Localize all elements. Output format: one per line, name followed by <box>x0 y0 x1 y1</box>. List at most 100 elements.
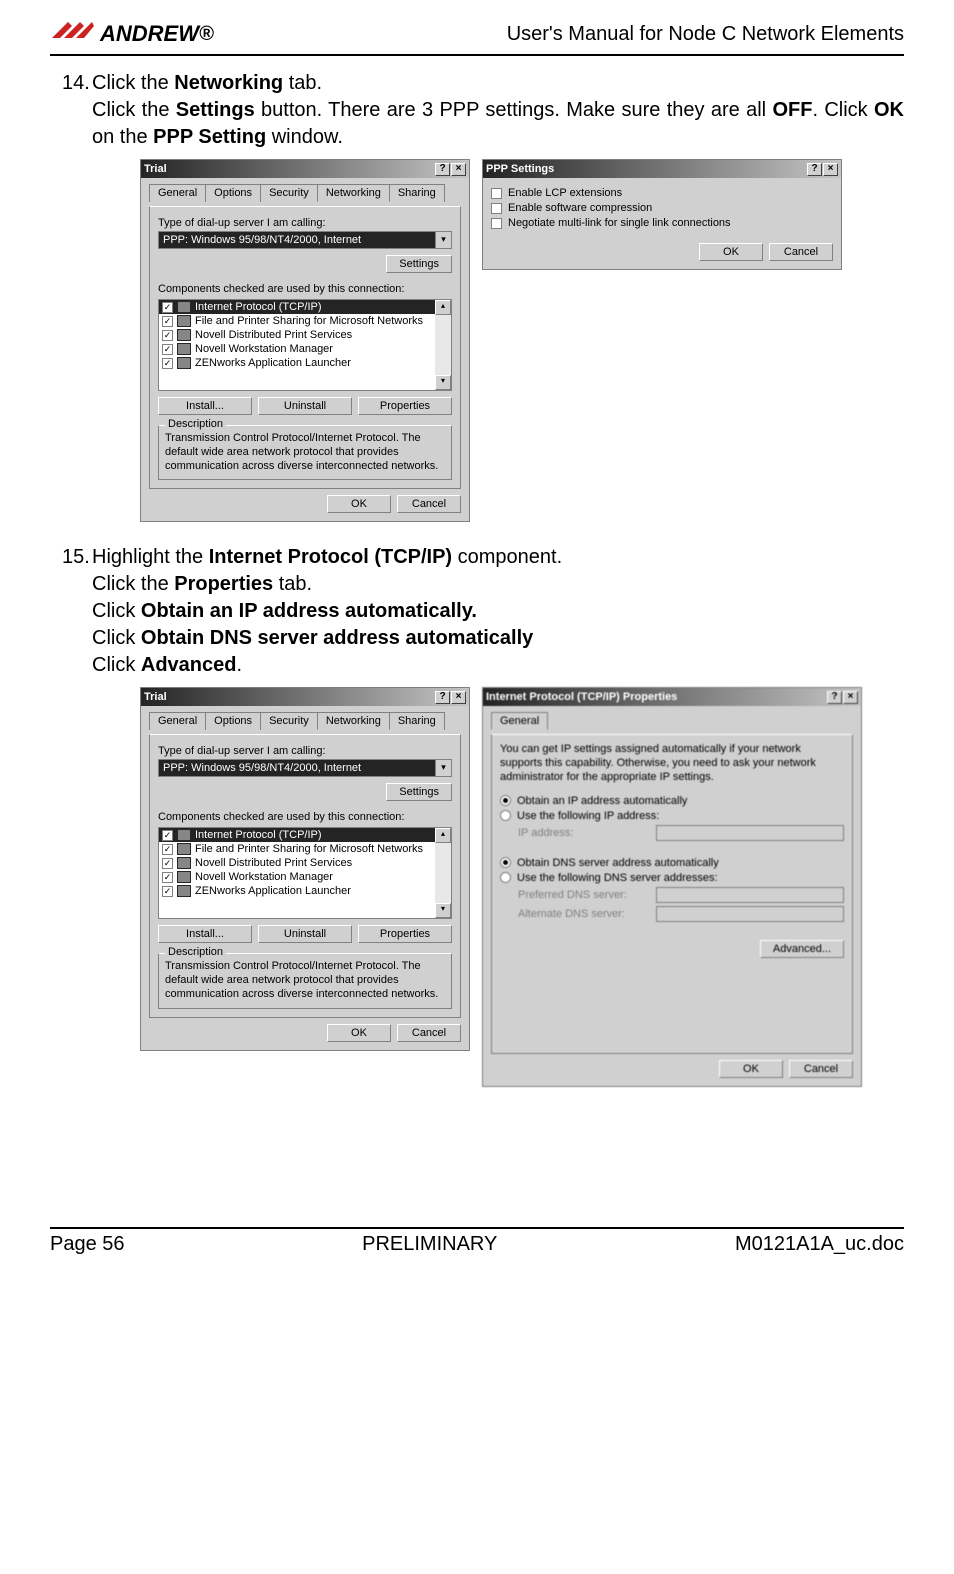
radio-row[interactable]: Use the following DNS server addresses: <box>500 872 844 884</box>
radio-row[interactable]: Obtain DNS server address automatically <box>500 857 844 869</box>
description-text: Transmission Control Protocol/Internet P… <box>165 960 445 1001</box>
tab-general[interactable]: General <box>149 184 206 202</box>
checkbox-icon[interactable]: ✓ <box>162 344 173 355</box>
list-item[interactable]: ✓File and Printer Sharing for Microsoft … <box>159 314 435 328</box>
properties-button[interactable]: Properties <box>358 397 452 415</box>
component-icon <box>177 301 191 313</box>
checkbox-icon[interactable]: ✓ <box>162 872 173 883</box>
components-listbox[interactable]: ✓Internet Protocol (TCP/IP) ✓File and Pr… <box>158 827 452 919</box>
tab-security[interactable]: Security <box>260 184 318 202</box>
cancel-button[interactable]: Cancel <box>769 243 833 261</box>
settings-row: Settings <box>158 255 452 273</box>
checkbox-icon[interactable]: ✓ <box>162 844 173 855</box>
tab-options[interactable]: Options <box>205 712 261 730</box>
tab-general[interactable]: General <box>149 712 206 730</box>
settings-button[interactable]: Settings <box>386 783 452 801</box>
properties-button[interactable]: Properties <box>358 925 452 943</box>
close-button[interactable]: × <box>823 163 838 176</box>
tab-sharing[interactable]: Sharing <box>389 712 445 730</box>
scroll-track[interactable] <box>435 315 451 375</box>
option-label: Enable software compression <box>508 202 652 214</box>
item-label: Novell Workstation Manager <box>195 871 333 883</box>
titlebar-buttons: ? × <box>827 691 858 704</box>
uninstall-button[interactable]: Uninstall <box>258 925 352 943</box>
list-item[interactable]: ✓ZENworks Application Launcher <box>159 884 435 898</box>
scrollbar[interactable]: ▴ ▾ <box>435 300 451 390</box>
radio-row[interactable]: Use the following IP address: <box>500 810 844 822</box>
ok-button[interactable]: OK <box>327 1024 391 1042</box>
radio-label: Obtain DNS server address automatically <box>517 857 719 869</box>
settings-button[interactable]: Settings <box>386 255 452 273</box>
checkbox-icon[interactable]: ✓ <box>162 330 173 341</box>
cancel-button[interactable]: Cancel <box>397 495 461 513</box>
server-type-combo[interactable]: PPP: Windows 95/98/NT4/2000, Internet ▾ <box>158 759 452 777</box>
ok-button[interactable]: OK <box>699 243 763 261</box>
list-item[interactable]: ✓Novell Workstation Manager <box>159 342 435 356</box>
components-listbox[interactable]: ✓ Internet Protocol (TCP/IP) ✓File and Pr… <box>158 299 452 391</box>
checkbox-row[interactable]: Enable software compression <box>491 202 833 214</box>
list-item[interactable]: ✓ Internet Protocol (TCP/IP) <box>159 300 435 314</box>
checkbox-icon[interactable] <box>491 188 502 199</box>
install-button[interactable]: Install... <box>158 925 252 943</box>
radio-icon[interactable] <box>500 857 511 868</box>
ok-button[interactable]: OK <box>719 1060 783 1078</box>
radio-row[interactable]: Obtain an IP address automatically <box>500 795 844 807</box>
list-item[interactable]: ✓Novell Distributed Print Services <box>159 328 435 342</box>
chevron-down-icon[interactable]: ▾ <box>436 759 452 777</box>
list-item[interactable]: ✓ZENworks Application Launcher <box>159 356 435 370</box>
checkbox-icon[interactable]: ✓ <box>162 830 173 841</box>
radio-icon[interactable] <box>500 795 511 806</box>
list-item[interactable]: ✓ Novell Workstation Manager <box>159 870 435 884</box>
doc-title: User's Manual for Node C Network Element… <box>507 23 904 46</box>
close-button[interactable]: × <box>451 691 466 704</box>
scrollbar[interactable]: ▴ ▾ <box>435 828 451 918</box>
component-icon <box>177 843 191 855</box>
list-item[interactable]: ✓Internet Protocol (TCP/IP) <box>159 828 435 842</box>
tab-options[interactable]: Options <box>205 184 261 202</box>
step-number: 15. <box>62 544 92 571</box>
text: tab. <box>283 72 322 94</box>
chevron-down-icon[interactable]: ▾ <box>436 231 452 249</box>
checkbox-icon[interactable]: ✓ <box>162 302 173 313</box>
scroll-down-icon[interactable]: ▾ <box>435 903 451 918</box>
close-button[interactable]: × <box>843 691 858 704</box>
radio-icon[interactable] <box>500 810 511 821</box>
server-type-combo[interactable]: PPP: Windows 95/98/NT4/2000, Internet ▾ <box>158 231 452 249</box>
checkbox-icon[interactable] <box>491 218 502 229</box>
help-button[interactable]: ? <box>827 691 842 704</box>
help-button[interactable]: ? <box>435 163 450 176</box>
scroll-up-icon[interactable]: ▴ <box>435 300 451 315</box>
advanced-button[interactable]: Advanced... <box>760 940 844 958</box>
checkbox-row[interactable]: Negotiate multi-link for single link con… <box>491 217 833 229</box>
radio-icon[interactable] <box>500 872 511 883</box>
checkbox-icon[interactable]: ✓ <box>162 858 173 869</box>
checkbox-icon[interactable]: ✓ <box>162 358 173 369</box>
step-body: Click the Properties tab. Click Obtain a… <box>92 571 904 679</box>
settings-row: Settings <box>158 783 452 801</box>
tab-security[interactable]: Security <box>260 712 318 730</box>
ok-button[interactable]: OK <box>327 495 391 513</box>
uninstall-button[interactable]: Uninstall <box>258 397 352 415</box>
list-item[interactable]: ✓File and Printer Sharing for Microsoft … <box>159 842 435 856</box>
close-button[interactable]: × <box>451 163 466 176</box>
cancel-button[interactable]: Cancel <box>789 1060 853 1078</box>
tab-networking[interactable]: Networking <box>317 712 390 730</box>
checkbox-row[interactable]: Enable LCP extensions <box>491 187 833 199</box>
list-item[interactable]: ✓Novell Distributed Print Services <box>159 856 435 870</box>
scroll-track[interactable] <box>435 843 451 903</box>
help-button[interactable]: ? <box>435 691 450 704</box>
help-button[interactable]: ? <box>807 163 822 176</box>
step-number: 14. <box>62 70 92 97</box>
cancel-button[interactable]: Cancel <box>397 1024 461 1042</box>
checkbox-icon[interactable]: ✓ <box>162 316 173 327</box>
install-button[interactable]: Install... <box>158 397 252 415</box>
text: Click <box>92 654 141 676</box>
checkbox-icon[interactable] <box>491 203 502 214</box>
tab-sharing[interactable]: Sharing <box>389 184 445 202</box>
scroll-down-icon[interactable]: ▾ <box>435 375 451 390</box>
tab-networking[interactable]: Networking <box>317 184 390 202</box>
tab-general[interactable]: General <box>491 712 548 730</box>
item-label: Internet Protocol (TCP/IP) <box>195 301 322 313</box>
scroll-up-icon[interactable]: ▴ <box>435 828 451 843</box>
checkbox-icon[interactable]: ✓ <box>162 886 173 897</box>
